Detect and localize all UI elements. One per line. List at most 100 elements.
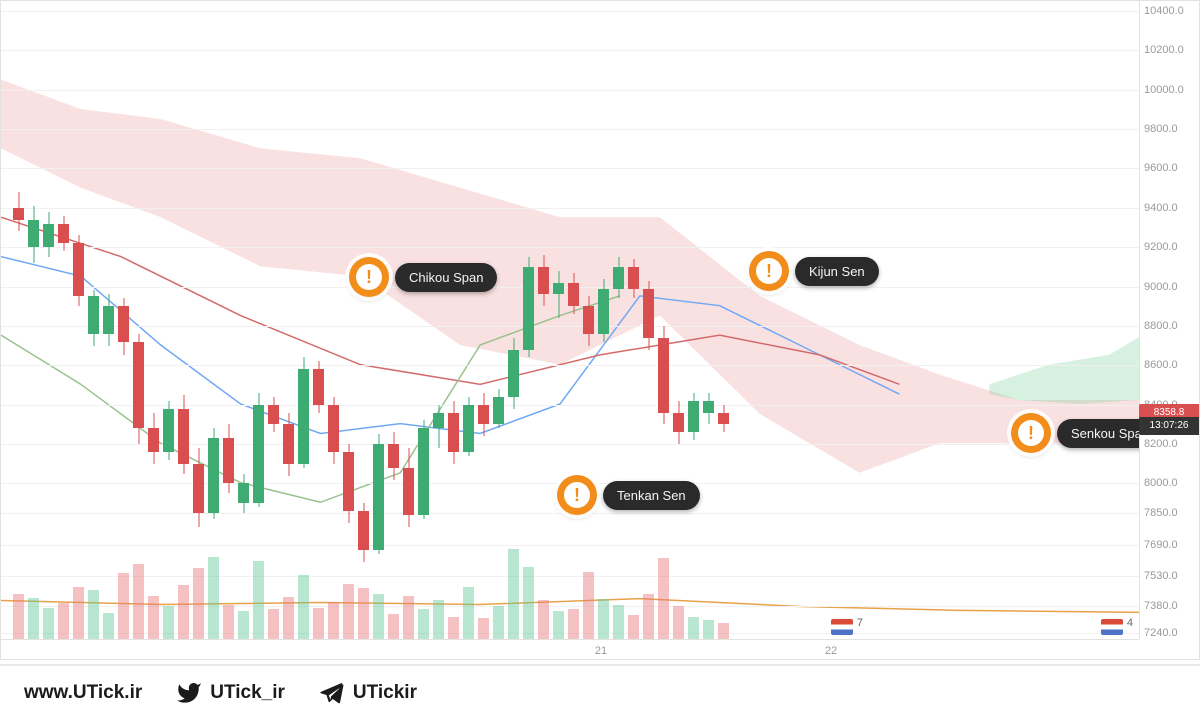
volume-bar [118, 573, 129, 639]
volume-bar [508, 549, 519, 639]
candle [418, 420, 429, 518]
candle [58, 216, 69, 251]
candle [673, 401, 684, 444]
price-tag: 13:07:26 [1139, 417, 1199, 435]
volume-bar [193, 568, 204, 639]
volume-bar [148, 596, 159, 640]
callout-chikou: !Chikou Span [349, 257, 497, 297]
candle [583, 296, 594, 345]
branding-footer: www.UTick.ir UTick_ir UTickir [0, 664, 1200, 720]
overlay-lines [1, 1, 1139, 639]
candle [358, 503, 369, 562]
candle [208, 428, 219, 519]
candle [283, 413, 294, 476]
candle [688, 393, 699, 440]
candle [103, 294, 114, 345]
volume-bar [103, 613, 114, 639]
alert-icon: ! [557, 475, 597, 515]
candle [433, 405, 444, 448]
event-flag-icon: 7 [831, 619, 853, 635]
ichimoku-chart[interactable]: !Chikou Span!Kijun Sen!Tenkan Sen!Senkou… [0, 0, 1200, 660]
volume-bar [478, 618, 489, 639]
candle [73, 235, 84, 306]
candle [538, 255, 549, 306]
x-axis: 2122 [1, 639, 1139, 659]
volume-bar [358, 588, 369, 639]
callout-tenkan: !Tenkan Sen [557, 475, 700, 515]
volume-bar [88, 590, 99, 640]
candle [703, 393, 714, 425]
footer-website: www.UTick.ir [24, 682, 142, 704]
volume-bar [613, 605, 624, 640]
volume-bar [703, 620, 714, 640]
volume-bar [13, 594, 24, 639]
callout-label: Chikou Span [395, 263, 497, 292]
footer-twitter: UTick_ir [176, 680, 285, 706]
volume-bar [658, 558, 669, 639]
volume-bar [433, 600, 444, 639]
candle [508, 338, 519, 409]
callout-label: Tenkan Sen [603, 481, 700, 510]
candle [148, 413, 159, 464]
volume-bar [373, 594, 384, 639]
volume-bar [268, 609, 279, 639]
volume-bar [73, 587, 84, 640]
volume-bar [448, 617, 459, 640]
candle [613, 257, 624, 298]
volume-bar [493, 606, 504, 639]
volume-bar [238, 611, 249, 640]
candle [658, 326, 669, 424]
candle [118, 298, 129, 355]
volume-bar [58, 603, 69, 639]
candle [178, 395, 189, 474]
volume-bar [208, 557, 219, 640]
volume-bar [163, 606, 174, 639]
volume-bar [253, 561, 264, 639]
candle [193, 448, 204, 527]
callout-kijun: !Kijun Sen [749, 251, 879, 291]
candle [223, 424, 234, 493]
candle [628, 259, 639, 298]
volume-bar [403, 596, 414, 640]
volume-bar [223, 605, 234, 640]
callout-label: Senkou Span [1057, 419, 1139, 448]
plot-area[interactable]: !Chikou Span!Kijun Sen!Tenkan Sen!Senkou… [1, 1, 1139, 639]
twitter-icon [176, 680, 202, 706]
volume-bar [178, 585, 189, 639]
candle [43, 212, 54, 257]
volume-bar [28, 598, 39, 639]
volume-bar [523, 567, 534, 639]
volume-bar [313, 608, 324, 640]
volume-bar [553, 611, 564, 640]
callout-senkou: !Senkou Span [1011, 413, 1139, 453]
candle [388, 432, 399, 479]
volume-bar [43, 608, 54, 640]
volume-bar [388, 614, 399, 640]
candle [643, 281, 654, 350]
candle [493, 389, 504, 428]
volume-bar [328, 602, 339, 640]
candle [28, 206, 39, 263]
candle [163, 401, 174, 460]
volume-bar [673, 606, 684, 639]
candle [253, 393, 264, 507]
candle [568, 273, 579, 314]
candle [268, 397, 279, 432]
volume-bar [628, 615, 639, 639]
volume-bar [133, 564, 144, 639]
volume-bar [568, 609, 579, 639]
alert-icon: ! [1011, 413, 1051, 453]
footer-telegram: UTickir [319, 680, 417, 706]
volume-bar [643, 594, 654, 639]
candle [718, 405, 729, 433]
candle [373, 434, 384, 554]
candle [448, 401, 459, 464]
candle [238, 474, 249, 513]
callout-label: Kijun Sen [795, 257, 879, 286]
volume-bar [688, 617, 699, 640]
candle [598, 279, 609, 342]
volume-bar [463, 587, 474, 640]
volume-bar [718, 623, 729, 640]
telegram-icon [319, 680, 345, 706]
volume-bar [538, 600, 549, 639]
